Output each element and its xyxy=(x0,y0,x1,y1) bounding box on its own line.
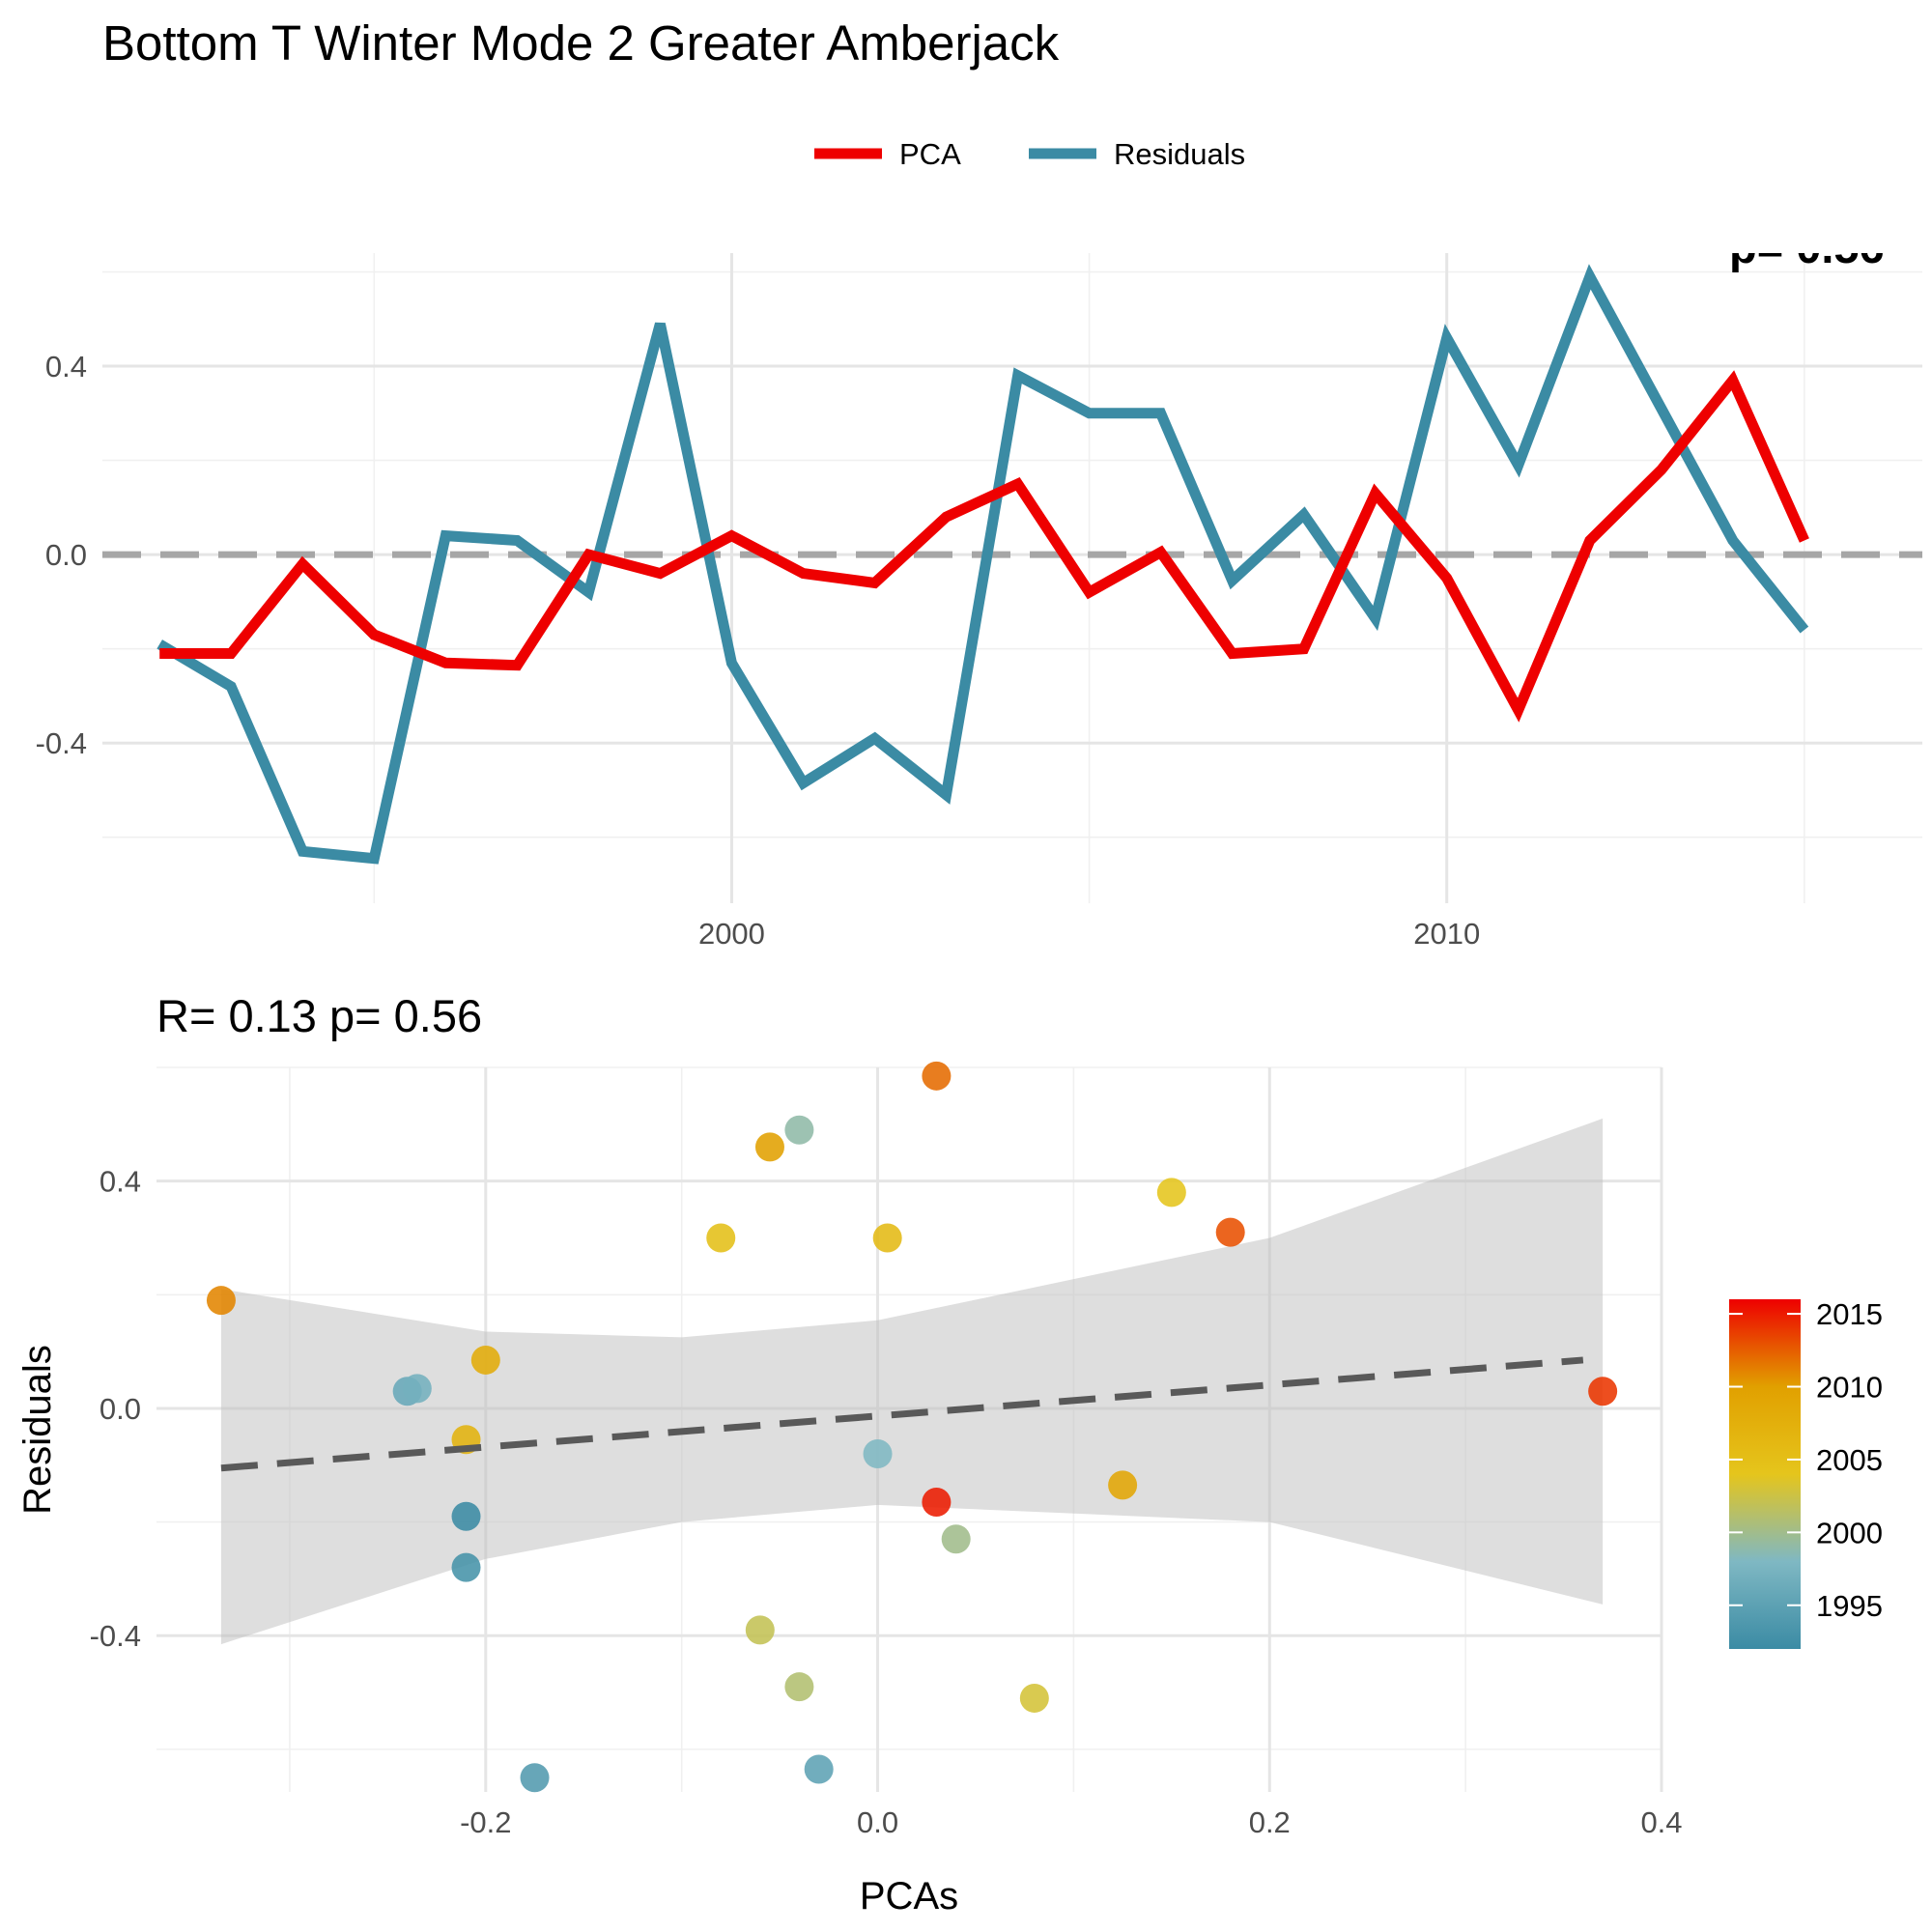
data-point xyxy=(872,1223,902,1253)
data-point xyxy=(206,1286,236,1316)
scatter-panel: R= 0.13 p= 0.56 -0.4 0.0 0.4 -0.2 0.0 0.2 0.4 PC… xyxy=(16,990,1883,1918)
data-point xyxy=(922,1488,952,1517)
chart-title: Bottom T Winter Mode 2 Greater Amberjack xyxy=(102,15,1060,71)
data-point xyxy=(804,1754,834,1784)
colorbar-label: 2005 xyxy=(1816,1443,1883,1477)
x-tick-label: 2000 xyxy=(698,917,765,951)
y-tick-label: 0.0 xyxy=(99,1392,141,1426)
data-point xyxy=(1156,1178,1186,1208)
y-tick-label: 0.0 xyxy=(45,538,87,572)
series-line-residuals xyxy=(156,264,1809,865)
data-point xyxy=(1215,1217,1245,1247)
y-tick-label: 0.4 xyxy=(45,350,87,384)
data-point xyxy=(1108,1470,1138,1500)
legend-label: PCA xyxy=(899,137,961,171)
x-tick-label: 0.2 xyxy=(1249,1805,1291,1839)
x-axis-title: PCAs xyxy=(860,1875,958,1918)
series-line-pca xyxy=(159,370,1809,723)
y-tick-label: -0.4 xyxy=(90,1619,141,1653)
data-point xyxy=(1019,1683,1049,1713)
data-point xyxy=(784,1115,814,1145)
data-point xyxy=(863,1439,893,1468)
legend-label: Residuals xyxy=(1114,137,1245,171)
data-point xyxy=(754,1132,784,1162)
x-tick-label: 0.0 xyxy=(857,1805,898,1839)
data-point xyxy=(451,1501,481,1531)
data-point xyxy=(1588,1377,1618,1406)
regression-fit-line xyxy=(220,1356,1584,1472)
x-tick-label: 2010 xyxy=(1413,917,1480,951)
data-point xyxy=(470,1345,500,1375)
y-tick-label: 0.4 xyxy=(99,1165,141,1199)
data-point xyxy=(922,1061,952,1091)
colorbar-label: 1995 xyxy=(1816,1589,1883,1623)
legend: PCA Residuals xyxy=(814,137,1245,171)
y-axis-title: Residuals xyxy=(16,1345,59,1515)
time-series-panel: -0.4 0.0 0.4 2000 2010 p= 0.56 PCA Residuals xyxy=(36,137,1922,951)
x-tick-label: 0.4 xyxy=(1640,1805,1682,1839)
x-tick-label: -0.2 xyxy=(460,1805,511,1839)
colorbar-label: 2015 xyxy=(1816,1297,1883,1331)
scatter-title: R= 0.13 p= 0.56 xyxy=(156,990,482,1041)
data-point xyxy=(402,1374,432,1404)
colorbar-label: 2000 xyxy=(1816,1516,1883,1549)
colorbar-label: 2010 xyxy=(1816,1371,1883,1405)
confidence-band xyxy=(220,1118,1604,1645)
data-point xyxy=(784,1672,814,1702)
colorbar xyxy=(1729,1299,1801,1649)
y-tick-label: -0.4 xyxy=(36,726,87,760)
corner-annotation: p= 0.56 xyxy=(1729,221,1885,272)
data-point xyxy=(941,1524,971,1554)
data-point xyxy=(451,1552,481,1582)
data-point xyxy=(520,1763,550,1793)
data-point xyxy=(706,1223,736,1253)
data-point xyxy=(745,1615,775,1645)
